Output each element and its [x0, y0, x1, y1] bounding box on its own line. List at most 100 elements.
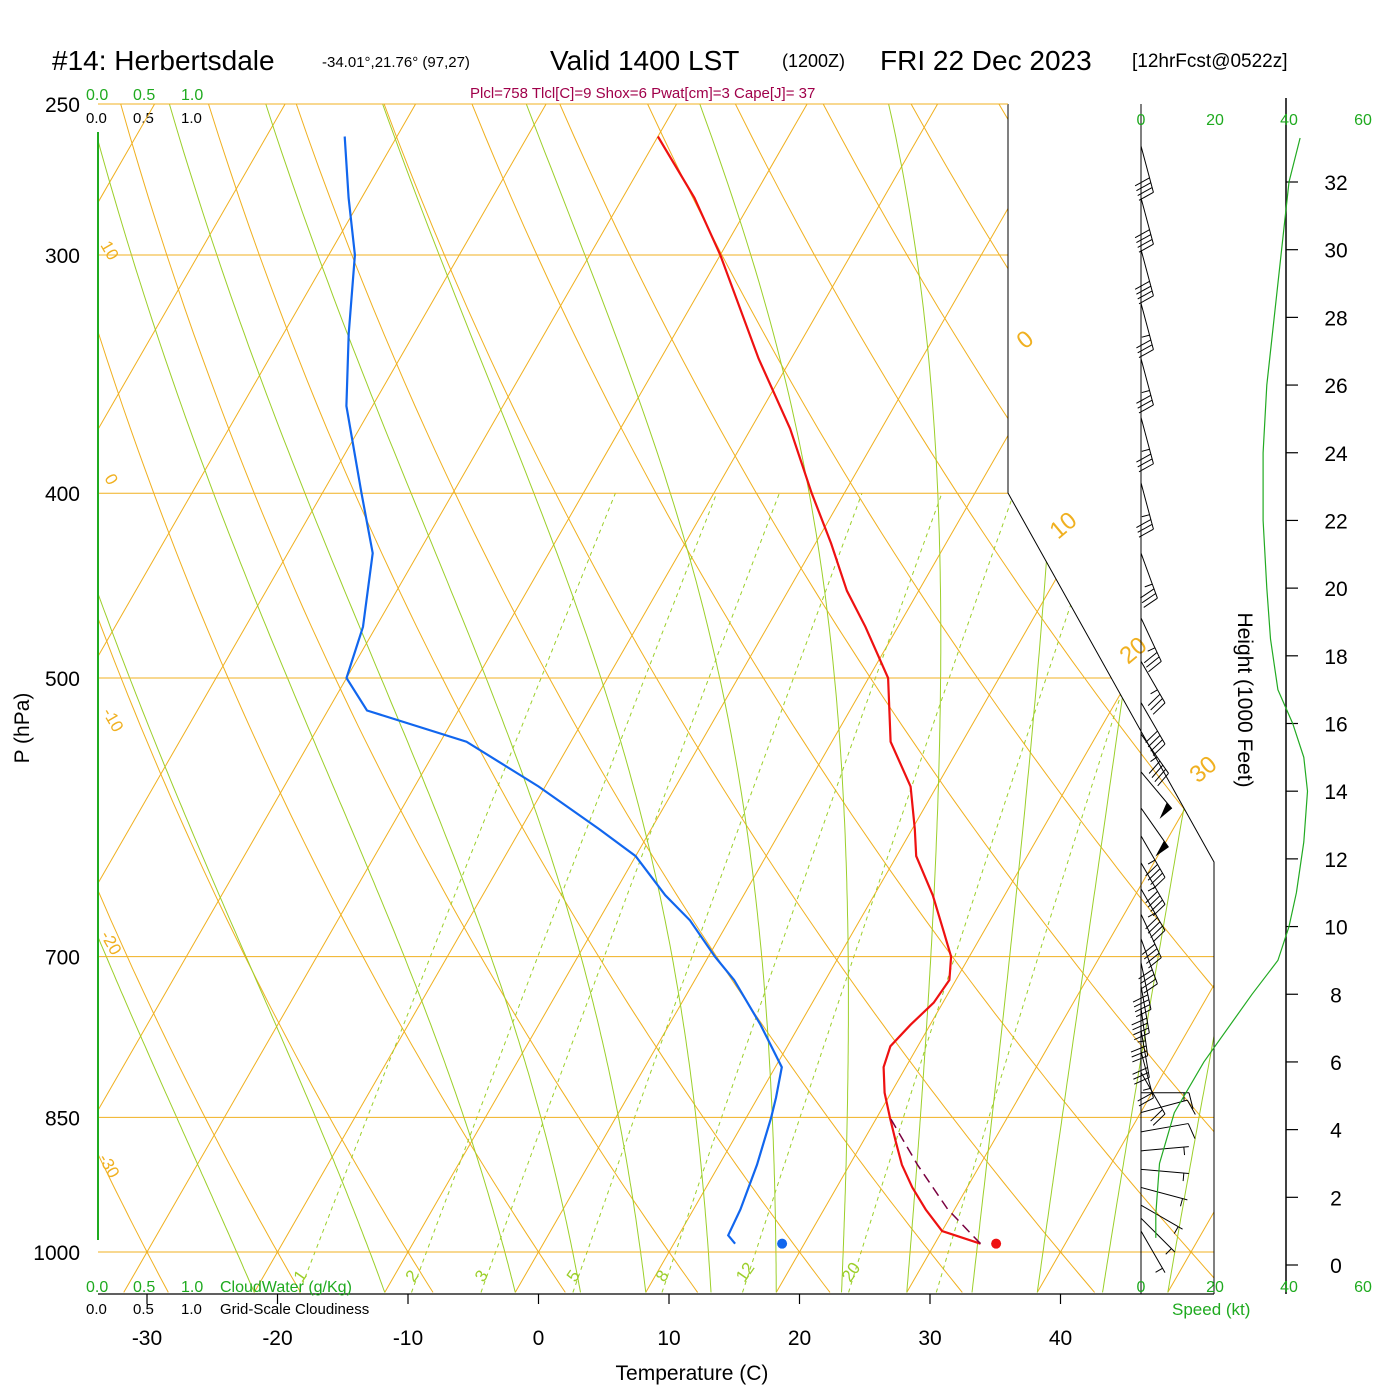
top-cloudiness-tick: 0.5	[133, 110, 154, 127]
wind-barb	[1140, 617, 1162, 673]
barb-staff	[1140, 1099, 1188, 1114]
height-tick-label: 28	[1324, 307, 1347, 330]
barb-staff	[1140, 617, 1162, 662]
barb-staff	[1140, 249, 1154, 296]
wind-barb	[1140, 771, 1173, 819]
barb-full	[1136, 453, 1152, 463]
surface-temperature-marker	[991, 1238, 1002, 1249]
cloudiness-label: Grid-Scale Cloudiness	[220, 1301, 369, 1318]
height-tick-label: 10	[1324, 917, 1347, 940]
barb-full	[1147, 921, 1161, 934]
bottom-cloudwater-tick: 0.5	[133, 1279, 155, 1296]
isotherm-label: 30	[1185, 751, 1223, 789]
height-tick-label: 14	[1324, 781, 1348, 804]
barb-full	[1137, 187, 1153, 196]
barb-full	[1187, 1123, 1196, 1139]
barb-half	[1147, 859, 1156, 865]
moist-adiabat-line	[98, 104, 386, 1293]
barb-half	[1183, 1147, 1186, 1156]
barb-staff	[1140, 985, 1150, 1034]
pressure-tick-label: 850	[45, 1107, 80, 1130]
barb-full	[1130, 1045, 1147, 1053]
barb-full	[1152, 743, 1166, 756]
dry-adiabat-line	[371, 104, 1095, 1293]
height-tick-label: 20	[1324, 578, 1347, 601]
barb-full	[1150, 925, 1163, 938]
barb-half	[1141, 514, 1150, 518]
utc-time: (1200Z)	[782, 51, 845, 71]
barb-full	[1148, 661, 1162, 673]
temperature-tick-label: -30	[132, 1327, 162, 1350]
barb-staff	[1140, 1146, 1189, 1152]
temperature-tick-label: 30	[918, 1327, 941, 1350]
wind-barb	[1140, 913, 1162, 969]
top-cloudwater-scale: 0.0 0.5 1.0	[86, 87, 203, 104]
wind-barb	[1140, 1168, 1189, 1182]
isotherm-label: 10	[1045, 507, 1083, 545]
wind-speed-line	[1155, 137, 1309, 1238]
moist-adiabat-line	[1036, 104, 1197, 1293]
barb-full	[1145, 730, 1158, 743]
wind-barb	[1140, 1099, 1196, 1115]
pressure-tick-label: 500	[45, 668, 80, 691]
speed-tick-top: 0	[1137, 112, 1146, 129]
height-tick-label: 26	[1324, 375, 1347, 398]
wind-barb	[1134, 197, 1154, 253]
barb-full	[1152, 903, 1166, 917]
isotherm-line	[123, 104, 808, 1293]
moist-adiabat-line	[971, 104, 1062, 1293]
bottom-cloudwater-tick: 1.0	[181, 1279, 203, 1296]
moist-adiabat-line	[525, 104, 777, 1293]
barb-full	[1152, 877, 1166, 890]
barb-full	[1132, 1022, 1148, 1031]
valid-time: Valid 1400 LST	[550, 45, 739, 76]
station-coords: -34.01°,21.76° (97,27)	[322, 54, 470, 71]
bottom-cloudiness-tick: 1.0	[181, 1301, 202, 1318]
mixing-ratio-label: 2	[402, 1267, 423, 1286]
height-tick-label: 6	[1330, 1052, 1342, 1075]
wind-barb	[1131, 985, 1150, 1041]
barb-full	[1147, 693, 1161, 707]
barb-full	[1134, 229, 1150, 239]
height-tick-label: 0	[1330, 1255, 1342, 1278]
barb-full	[1136, 339, 1152, 349]
adiabat-label: 0	[101, 471, 122, 489]
barb-staff	[1140, 482, 1154, 530]
mixing-ratio-line	[572, 493, 863, 1293]
height-tick-label: 30	[1324, 240, 1347, 263]
speed-tick-bottom: 40	[1280, 1279, 1298, 1296]
barb-full	[1137, 523, 1153, 533]
isotherm-label: 20	[1115, 632, 1153, 670]
speed-tick-bottom: 20	[1206, 1279, 1224, 1296]
barb-full	[1154, 768, 1167, 783]
wind-barb	[1136, 417, 1154, 473]
bottom-cloudwater-scale: 0.0 0.5 1.0 CloudWater (g/Kg)	[86, 1279, 352, 1296]
barb-staff	[1140, 702, 1166, 745]
barb-staff	[1140, 1217, 1176, 1253]
mixing-ratio-line	[848, 493, 1109, 1293]
dry-adiabat-line	[98, 104, 169, 1293]
moist-adiabat-line	[699, 104, 849, 1293]
speed-tick-top: 20	[1206, 112, 1224, 129]
barb-full	[1147, 895, 1161, 908]
moist-adiabat-line	[98, 104, 516, 1293]
station-title: #14: Herbertsdale	[52, 45, 275, 76]
barb-full	[1152, 930, 1166, 943]
isotherm-line	[253, 104, 939, 1293]
barb-half	[1141, 448, 1150, 452]
moist-adiabat-line	[1102, 104, 1214, 1293]
temperature-tick-label: 40	[1049, 1327, 1072, 1350]
stability-indices: Plcl=758 Tlcl[C]=9 Shox=6 Pwat[cm]=3 Cap…	[470, 85, 815, 102]
barb-full	[1140, 588, 1155, 599]
x-axis-label: Temperature (C)	[616, 1362, 769, 1385]
barb-staff	[1140, 913, 1162, 958]
plot-boundary	[1007, 104, 1215, 1294]
barb-full	[1143, 983, 1158, 994]
dry-adiabat-line	[98, 104, 434, 1293]
barb-full	[1152, 702, 1166, 715]
moist-adiabat-line	[1167, 104, 1214, 1293]
isotherm-label: 0	[1012, 325, 1040, 354]
temperature-tick-label: 20	[788, 1327, 811, 1350]
barb-full	[1131, 1017, 1147, 1026]
barb-half	[1147, 647, 1156, 652]
